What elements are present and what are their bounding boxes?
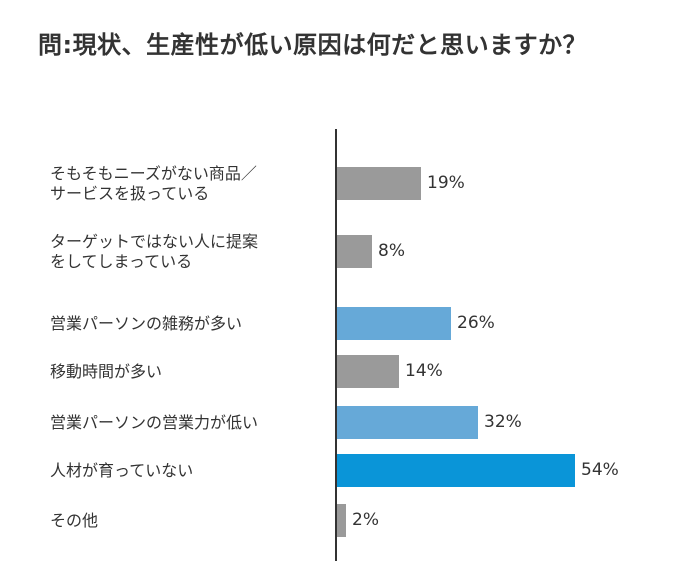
category-label: 人材が育っていない [50,461,320,481]
chart-title: 問:現状、生産性が低い原因は何だと思いますか？ [38,31,588,59]
value-label: 8% [378,241,405,261]
value-label: 14% [405,361,443,381]
category-label-line: サービスを扱っている [50,183,210,203]
value-label: 54% [581,460,619,480]
category-label-line: 移動時間が多い [50,361,163,381]
bar [337,406,478,439]
category-label-line: ターゲットではない人に提案 [50,231,259,251]
bar [337,235,372,268]
category-label: 営業パーソンの雑務が多い [50,314,320,334]
category-label: その他 [50,511,320,531]
category-label-line: その他 [50,510,99,530]
value-label: 32% [484,412,522,432]
y-axis-line [335,129,337,561]
category-label-line: 営業パーソンの雑務が多い [50,313,243,333]
value-label: 19% [427,173,465,193]
category-label-line: 営業パーソンの営業力が低い [50,412,259,432]
category-label: 移動時間が多い [50,362,320,382]
bar [337,307,451,340]
bar [337,504,346,537]
category-label: ターゲットではない人に提案 をしてしまっている [50,232,320,272]
category-label-line: そもそもニーズがない商品／ [50,163,257,183]
bar [337,167,421,200]
category-label: 営業パーソンの営業力が低い [50,413,320,433]
value-label: 26% [457,313,495,333]
bar [337,454,575,487]
category-label: そもそもニーズがない商品／ サービスを扱っている [50,164,320,204]
value-label: 2% [352,510,379,530]
category-label-line: 人材が育っていない [50,460,194,480]
category-label-line: をしてしまっている [50,251,193,271]
bar [337,355,399,388]
